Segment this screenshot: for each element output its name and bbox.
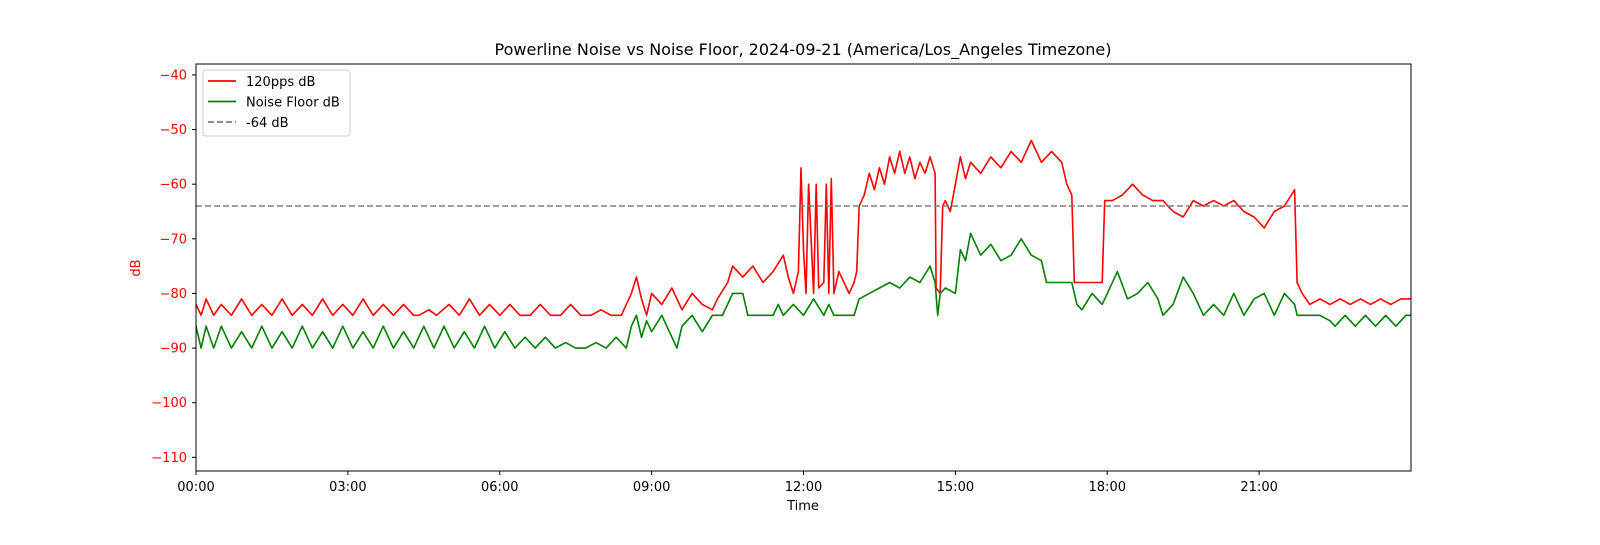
y-tick-label: −90	[160, 342, 187, 357]
x-tick-label: 12:00	[785, 480, 822, 495]
y-tick-label: −80	[160, 287, 187, 302]
legend-label: 120pps dB	[246, 75, 315, 90]
x-tick-label: 00:00	[177, 480, 214, 495]
y-tick-label: −110	[151, 451, 187, 466]
y-axis: −40 −50 −60 −70 −80 −90 −100 −110	[151, 68, 196, 466]
legend-items: 120pps dB Noise Floor dB -64 dB	[208, 75, 340, 131]
x-tick-label: 09:00	[633, 480, 670, 495]
y-tick-label: −60	[160, 178, 187, 193]
y-tick-label: −50	[160, 123, 187, 138]
series-line-2	[195, 232, 1411, 349]
x-tick-label: 06:00	[481, 480, 518, 495]
x-tick-label: 15:00	[937, 480, 974, 495]
series-line-1	[195, 139, 1411, 317]
y-axis-label: dB	[129, 259, 144, 276]
legend-box	[202, 69, 351, 137]
plot-frame	[195, 63, 1412, 472]
x-tick-label: 18:00	[1089, 480, 1126, 495]
x-tick-label: 21:00	[1240, 480, 1277, 495]
plot-area	[195, 139, 1411, 349]
y-tick-label: −100	[151, 396, 187, 411]
y-tick-label: −40	[160, 68, 187, 83]
x-tick-label: 03:00	[329, 480, 366, 495]
y-tick-label: −70	[160, 232, 187, 247]
x-axis-label: Time	[786, 499, 819, 514]
legend-label: -64 dB	[246, 116, 289, 131]
legend-label: Noise Floor dB	[246, 96, 340, 111]
x-axis: 00:00 03:00 06:00 09:00 12:00 15:00 18:00 21:00	[177, 471, 1278, 495]
chart-title: Powerline Noise vs Noise Floor, 2024-09-…	[495, 40, 1112, 60]
legend: 120pps dB Noise Floor dB -64 dB	[202, 69, 351, 137]
